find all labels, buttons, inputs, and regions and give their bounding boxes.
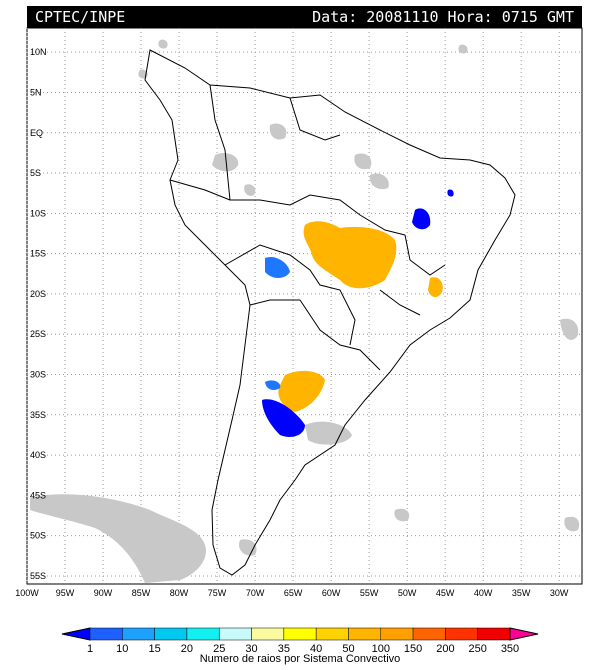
lon-label: 80W: [170, 588, 189, 598]
lat-label: 45S: [30, 490, 46, 500]
country-borders: [144, 49, 516, 576]
lon-label: 45W: [436, 588, 455, 598]
lon-label: 85W: [132, 588, 151, 598]
lat-label: 20S: [30, 289, 46, 299]
colorbar-segment: [251, 627, 285, 641]
lightning-blue: [262, 189, 454, 437]
lat-label: 35S: [30, 410, 46, 420]
colorbar-segment: [445, 627, 478, 641]
colorbar-segment: [380, 627, 414, 641]
lightning-orange: [278, 221, 443, 412]
colorbar-tick-label: 40: [310, 643, 322, 655]
colorbar-tick-label: 350: [501, 643, 519, 655]
map-header: CPTEC/INPE Data: 20081110 Hora: 0715 GMT: [27, 6, 582, 28]
colorbar-tick-label: 20: [181, 643, 193, 655]
colorbar-segment: [154, 627, 188, 641]
colorbar-tick-label: 100: [372, 643, 390, 655]
colorbar-tick-label: 1: [87, 643, 93, 655]
lat-label: 10N: [30, 47, 47, 57]
lat-label: 30S: [30, 369, 46, 379]
colorbar-segments: [61, 627, 539, 641]
lon-label: 100W: [15, 588, 39, 598]
colorbar: 1 10 15 20 25 30 35 40 50 100 150 200 250 350: [61, 627, 539, 655]
lat-label: 40S: [30, 450, 46, 460]
colorbar-tick-label: 250: [469, 643, 487, 655]
lon-label: 30W: [550, 588, 569, 598]
colorbar-tick-label: 25: [213, 643, 225, 655]
lat-label: 5N: [30, 87, 42, 97]
latitude-labels: 10N 5N EQ 5S 10S 15S 20S 25S 30S 35S 40S 45S 50S 55S: [30, 47, 47, 581]
colorbar-segment: [89, 627, 123, 641]
lat-label: 5S: [30, 168, 41, 178]
lon-label: 70W: [246, 588, 265, 598]
lon-label: 60W: [322, 588, 341, 598]
colorbar-segment: [348, 627, 382, 641]
colorbar-tick-label: 50: [342, 643, 354, 655]
colorbar-tick-label: 15: [148, 643, 160, 655]
lon-label: 40W: [474, 588, 493, 598]
lat-label: 15S: [30, 249, 46, 259]
lon-label: 65W: [284, 588, 303, 598]
datetime-label: Data: 20081110 Hora: 0715 GMT: [312, 8, 574, 26]
longitude-labels: 100W 95W 90W 85W 80W 75W 70W 65W 60W 55W 50W 45W 40W…: [15, 588, 569, 598]
colorbar-tick-label: 150: [404, 643, 422, 655]
colorbar-tick-label: 10: [116, 643, 128, 655]
lon-label: 75W: [208, 588, 227, 598]
colorbar-tick-label: 30: [245, 643, 257, 655]
lat-label: 25S: [30, 329, 46, 339]
lon-label: 95W: [56, 588, 75, 598]
lon-label: 50W: [398, 588, 417, 598]
lat-label: 10S: [30, 208, 46, 218]
lat-label: 50S: [30, 531, 46, 541]
colorbar-segment: [186, 627, 220, 641]
colorbar-tick-label: 200: [436, 643, 454, 655]
convective-clouds-gray: [30, 39, 580, 583]
colorbar-title: Numero de raios por Sistema Convectivo: [199, 653, 401, 665]
lon-label: 55W: [360, 588, 379, 598]
colorbar-tick-label: 35: [278, 643, 290, 655]
source-label: CPTEC/INPE: [35, 8, 126, 26]
colorbar-segment: [122, 627, 155, 641]
colorbar-segment: [412, 627, 446, 641]
colorbar-segment: [218, 627, 252, 641]
colorbar-segment: [477, 627, 511, 641]
colorbar-max-arrow: [509, 627, 539, 641]
lat-label: EQ: [30, 128, 43, 138]
lon-label: 90W: [94, 588, 113, 598]
colorbar-min-arrow: [61, 627, 91, 641]
lon-label: 35W: [512, 588, 531, 598]
colorbar-segment: [283, 627, 317, 641]
lat-label: 55S: [30, 571, 46, 581]
colorbar-ticks: 1 10 15 20 25 30 35 40 50 100 150 200 250 350: [87, 643, 519, 655]
lightning-map: 10N5NEQ5S10S15S20S25S30S35S40S45S50S55S …: [15, 27, 583, 598]
colorbar-segment: [315, 627, 349, 641]
